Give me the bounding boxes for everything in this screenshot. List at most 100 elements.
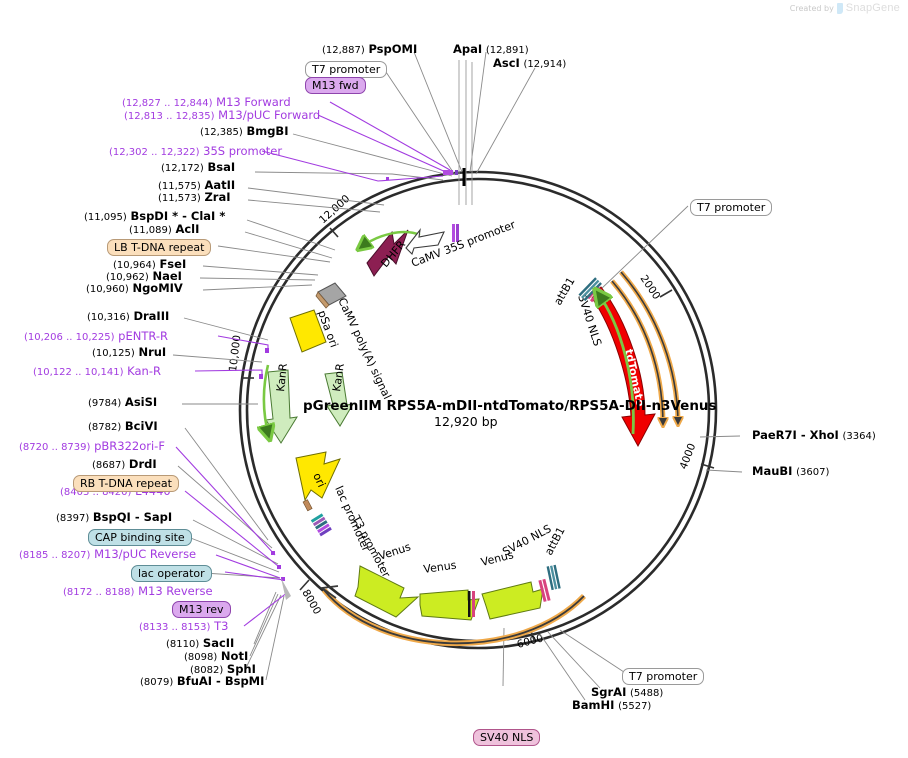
badge-rb-tdna-repeat[interactable]: RB T-DNA repeat (73, 475, 179, 492)
enzyme-label-asisi[interactable]: (9784) AsiSI (88, 396, 157, 410)
enzyme-label-zrai[interactable]: (11,573) ZraI (158, 191, 231, 205)
enzyme-label-bmgbi[interactable]: (12,385) BmgBI (200, 125, 288, 139)
feature-label: KanR (330, 362, 347, 392)
enzyme-name: PspOMI (368, 42, 418, 56)
enzyme-position: (5488) (630, 688, 664, 699)
primer-label-35s-promoter[interactable]: (12,302 .. 12,322) 35S promoter (109, 144, 282, 158)
primer-label-m13-puc-reverse[interactable]: (8185 .. 8207) M13/pUC Reverse (19, 547, 196, 561)
enzyme-name: BfuAI - BspMI (176, 674, 265, 688)
enzyme-label-bspdi-clai[interactable]: (11,095) BspDI * - ClaI * (84, 210, 225, 224)
enzyme-name: ApaI (453, 42, 483, 56)
enzyme-name: BspDI * - ClaI * (130, 209, 226, 223)
primer-name: M13/pUC Forward (218, 108, 321, 122)
primer-range: (8172 .. 8188) (63, 587, 135, 598)
feature-kanr-2: KanR (324, 362, 354, 427)
primer-label-m13-puc-forward[interactable]: (12,813 .. 12,835) M13/pUC Forward (124, 108, 320, 122)
feature-label: Venus (423, 558, 458, 576)
primer-label-pbr322ori-f[interactable]: (8720 .. 8739) pBR322ori-F (19, 439, 165, 453)
enzyme-label-maubi[interactable]: MauBI (3607) (752, 465, 829, 479)
enzyme-name: AatII (204, 178, 236, 192)
enzyme-position: (12,887) (322, 45, 365, 56)
enzyme-position: (11,089) (129, 225, 172, 236)
enzyme-label-bspqi-sapi[interactable]: (8397) BspQI - SapI (56, 511, 172, 525)
enzyme-label-fsei[interactable]: (10,964) FseI (113, 258, 186, 272)
enzyme-label-nrui[interactable]: (10,125) NruI (92, 346, 166, 360)
enzyme-name: NaeI (152, 269, 182, 283)
credit-prefix: Created by (789, 3, 834, 13)
arc-orange-right-2 (620, 271, 678, 424)
badge-m13-fwd[interactable]: M13 fwd (305, 77, 366, 94)
enzyme-label-apai[interactable]: ApaI (12,891) (453, 43, 529, 57)
enzyme-position: (10,964) (113, 260, 156, 271)
primer-label-pentr-r[interactable]: (10,206 .. 10,225) pENTR-R (24, 329, 168, 343)
enzyme-label-paer7i-xhoi[interactable]: PaeR7I - XhoI (3364) (752, 429, 876, 443)
enzyme-position: (10,125) (92, 348, 135, 359)
enzyme-label-bamhi[interactable]: BamHI (5527) (572, 699, 651, 713)
enzyme-position: (8397) (56, 513, 90, 524)
enzyme-label-bsai[interactable]: (12,172) BsaI (161, 161, 235, 175)
enzyme-label-sgrai[interactable]: SgrAI (5488) (591, 686, 663, 700)
badge-lac-operator[interactable]: lac operator (131, 565, 212, 582)
enzyme-label-sphi[interactable]: (8082) SphI (190, 663, 256, 677)
primer-name: 35S promoter (203, 144, 283, 158)
enzyme-label-pspomi[interactable]: (12,887) PspOMI (322, 43, 417, 57)
badge-t7-promoter-bottom[interactable]: T7 promoter (622, 668, 705, 685)
feature-wedge (281, 578, 291, 600)
enzyme-position: (9784) (88, 398, 122, 409)
enzyme-label-bfuai-bspmi[interactable]: (8079) BfuAI - BspMI (140, 675, 264, 689)
primer-range: (10,122 .. 10,141) (33, 367, 124, 378)
primer-name: M13 Reverse (138, 584, 213, 598)
enzyme-name: BamHI (572, 698, 615, 712)
tick-label: 8000 (299, 588, 323, 617)
enzyme-position: (8098) (184, 652, 218, 663)
badge-t7-promoter-top[interactable]: T7 promoter (305, 61, 388, 78)
feature-label: Venus (377, 540, 413, 563)
enzyme-name: SgrAI (591, 685, 627, 699)
primer-range: (8403 .. 8420) (60, 487, 132, 498)
badge-sv40-nls-bottom[interactable]: SV40 NLS (473, 729, 541, 746)
badge-m13-rev[interactable]: M13 rev (172, 601, 231, 618)
enzyme-label-asci[interactable]: AscI (12,914) (493, 57, 566, 71)
enzyme-position: (10,960) (86, 284, 129, 295)
primer-name: pENTR-R (118, 329, 169, 343)
arc-arrowhead-bottom (319, 585, 339, 599)
enzyme-label-noti[interactable]: (8098) NotI (184, 650, 248, 664)
badge-cap-binding-site[interactable]: CAP binding site (88, 529, 192, 546)
enzyme-label-draiii[interactable]: (10,316) DraIII (87, 310, 169, 324)
enzyme-name: NruI (138, 345, 167, 359)
primer-range: (12,813 .. 12,835) (124, 111, 215, 122)
enzyme-label-drdi[interactable]: (8687) DrdI (92, 458, 157, 472)
leader-lines-gray (172, 51, 743, 701)
enzyme-label-naei[interactable]: (10,962) NaeI (106, 270, 182, 284)
feature-label: ori (310, 471, 328, 489)
primer-label-kan-r[interactable]: (10,122 .. 10,141) Kan-R (33, 364, 161, 378)
feature-attb1-right: attB1 (551, 275, 602, 308)
enzyme-label-aatii[interactable]: (11,575) AatII (158, 179, 235, 193)
primer-label-m13-forward[interactable]: (12,827 .. 12,844) M13 Forward (122, 95, 291, 109)
enzyme-position: (12,385) (200, 127, 243, 138)
arc-orange-right-1 (611, 280, 663, 425)
primer-range: (10,206 .. 10,225) (24, 332, 115, 343)
enzyme-name: BciVI (124, 419, 158, 433)
enzyme-position: (11,573) (158, 193, 201, 204)
primer-ticks (259, 177, 389, 581)
enzyme-label-sacii[interactable]: (8110) SacII (166, 637, 234, 651)
enzyme-name: SphI (226, 662, 256, 676)
primer-name: pBR322ori-F (94, 439, 165, 453)
badge-t7-promoter-right[interactable]: T7 promoter (690, 199, 773, 216)
top-tick-lines (458, 60, 473, 205)
leader-lines-primer (175, 101, 451, 627)
enzyme-label-bcivi[interactable]: (8782) BciVI (88, 420, 158, 434)
badge-lb-tdna-repeat[interactable]: LB T-DNA repeat (107, 239, 212, 256)
feature-kanr-1: KanR (265, 362, 298, 444)
enzyme-label-ngomiv[interactable]: (10,960) NgoMIV (86, 282, 183, 296)
tick-label: 10,000 (227, 334, 243, 372)
feature-dhfr: DHFR (366, 229, 409, 277)
enzyme-name: AscI (493, 56, 520, 70)
primer-label-t3[interactable]: (8133 .. 8153) T3 (139, 619, 228, 633)
primer-label-m13-reverse[interactable]: (8172 .. 8188) M13 Reverse (63, 584, 213, 598)
enzyme-position: (12,891) (485, 45, 529, 56)
primer-name: Kan-R (127, 364, 161, 378)
enzyme-name: FseI (159, 257, 187, 271)
enzyme-label-acli[interactable]: (11,089) AclI (129, 223, 199, 237)
